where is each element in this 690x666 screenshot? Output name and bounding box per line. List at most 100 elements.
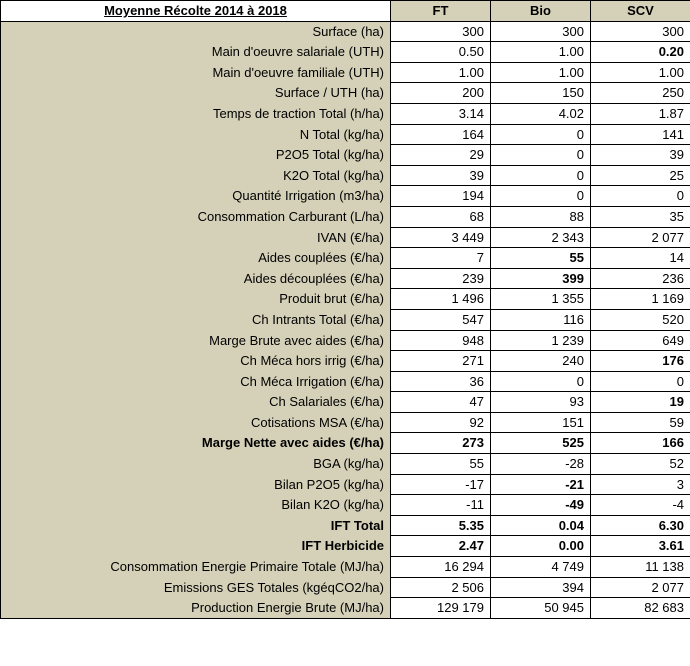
row-label: Ch Méca Irrigation (€/ha) bbox=[1, 371, 391, 392]
row-label: Marge Nette avec aides (€/ha) bbox=[1, 433, 391, 454]
cell-value: 6.30 bbox=[591, 515, 690, 536]
table-row: Surface / UTH (ha)200150250 bbox=[1, 83, 690, 104]
table-row: P2O5 Total (kg/ha)29039 bbox=[1, 145, 690, 166]
table-row: IFT Herbicide2.470.003.61 bbox=[1, 536, 690, 557]
cell-value: 166 bbox=[591, 433, 690, 454]
cell-value: 2 077 bbox=[591, 227, 690, 248]
cell-value: 0 bbox=[591, 371, 690, 392]
cell-value: 3 449 bbox=[391, 227, 491, 248]
cell-value: 2 077 bbox=[591, 577, 690, 598]
table-row: Emissions GES Totales (kgéqCO2/ha)2 5063… bbox=[1, 577, 690, 598]
cell-value: 3.61 bbox=[591, 536, 690, 557]
cell-value: 151 bbox=[491, 412, 591, 433]
row-label: IFT Total bbox=[1, 515, 391, 536]
cell-value: 1.87 bbox=[591, 103, 690, 124]
table-row: Production Energie Brute (MJ/ha)129 1795… bbox=[1, 598, 690, 619]
cell-value: 0 bbox=[591, 186, 690, 207]
cell-value: 399 bbox=[491, 268, 591, 289]
cell-value: 649 bbox=[591, 330, 690, 351]
row-label: Production Energie Brute (MJ/ha) bbox=[1, 598, 391, 619]
cell-value: 0 bbox=[491, 145, 591, 166]
table-row: Ch Méca hors irrig (€/ha)271240176 bbox=[1, 351, 690, 372]
row-label: Ch Salariales (€/ha) bbox=[1, 392, 391, 413]
row-label: K2O Total (kg/ha) bbox=[1, 165, 391, 186]
cell-value: 0 bbox=[491, 165, 591, 186]
table-row: Aides découplées (€/ha)239399236 bbox=[1, 268, 690, 289]
table-row: N Total (kg/ha)1640141 bbox=[1, 124, 690, 145]
table-row: K2O Total (kg/ha)39025 bbox=[1, 165, 690, 186]
table-row: Main d'oeuvre familiale (UTH)1.001.001.0… bbox=[1, 62, 690, 83]
table-row: Surface (ha)300300300 bbox=[1, 21, 690, 42]
header-row: Moyenne Récolte 2014 à 2018 FT Bio SCV bbox=[1, 1, 690, 22]
cell-value: 0 bbox=[491, 186, 591, 207]
table-row: Marge Brute avec aides (€/ha)9481 239649 bbox=[1, 330, 690, 351]
cell-value: 2.47 bbox=[391, 536, 491, 557]
cell-value: 39 bbox=[391, 165, 491, 186]
cell-value: 29 bbox=[391, 145, 491, 166]
cell-value: 0.20 bbox=[591, 42, 690, 63]
cell-value: 93 bbox=[491, 392, 591, 413]
cell-value: 19 bbox=[591, 392, 690, 413]
row-label: Bilan P2O5 (kg/ha) bbox=[1, 474, 391, 495]
cell-value: 236 bbox=[591, 268, 690, 289]
row-label: BGA (kg/ha) bbox=[1, 454, 391, 475]
cell-value: 36 bbox=[391, 371, 491, 392]
cell-value: 68 bbox=[391, 206, 491, 227]
cell-value: 1.00 bbox=[491, 62, 591, 83]
cell-value: 250 bbox=[591, 83, 690, 104]
cell-value: 82 683 bbox=[591, 598, 690, 619]
cell-value: 141 bbox=[591, 124, 690, 145]
cell-value: 39 bbox=[591, 145, 690, 166]
cell-value: 271 bbox=[391, 351, 491, 372]
row-label: Ch Méca hors irrig (€/ha) bbox=[1, 351, 391, 372]
cell-value: 50 945 bbox=[491, 598, 591, 619]
row-label: Emissions GES Totales (kgéqCO2/ha) bbox=[1, 577, 391, 598]
table-row: Marge Nette avec aides (€/ha)273525166 bbox=[1, 433, 690, 454]
cell-value: 59 bbox=[591, 412, 690, 433]
cell-value: 300 bbox=[591, 21, 690, 42]
cell-value: 92 bbox=[391, 412, 491, 433]
table-row: IFT Total5.350.046.30 bbox=[1, 515, 690, 536]
cell-value: 520 bbox=[591, 309, 690, 330]
table-row: Main d'oeuvre salariale (UTH)0.501.000.2… bbox=[1, 42, 690, 63]
cell-value: 0 bbox=[491, 124, 591, 145]
row-label: Surface (ha) bbox=[1, 21, 391, 42]
table-row: Consommation Carburant (L/ha)688835 bbox=[1, 206, 690, 227]
cell-value: 194 bbox=[391, 186, 491, 207]
cell-value: 35 bbox=[591, 206, 690, 227]
cell-value: 52 bbox=[591, 454, 690, 475]
cell-value: 300 bbox=[491, 21, 591, 42]
cell-value: 164 bbox=[391, 124, 491, 145]
row-label: P2O5 Total (kg/ha) bbox=[1, 145, 391, 166]
row-label: Consommation Energie Primaire Totale (MJ… bbox=[1, 557, 391, 578]
cell-value: 16 294 bbox=[391, 557, 491, 578]
table-row: Temps de traction Total (h/ha)3.144.021.… bbox=[1, 103, 690, 124]
table-row: Ch Méca Irrigation (€/ha)3600 bbox=[1, 371, 690, 392]
row-label: Marge Brute avec aides (€/ha) bbox=[1, 330, 391, 351]
cell-value: -4 bbox=[591, 495, 690, 516]
cell-value: 0.00 bbox=[491, 536, 591, 557]
cell-value: 239 bbox=[391, 268, 491, 289]
row-label: IFT Herbicide bbox=[1, 536, 391, 557]
cell-value: 1.00 bbox=[391, 62, 491, 83]
row-label: N Total (kg/ha) bbox=[1, 124, 391, 145]
cell-value: 240 bbox=[491, 351, 591, 372]
harvest-table-wrap: Moyenne Récolte 2014 à 2018 FT Bio SCV S… bbox=[0, 0, 690, 619]
col-header-bio: Bio bbox=[491, 1, 591, 22]
cell-value: 7 bbox=[391, 248, 491, 269]
table-row: Consommation Energie Primaire Totale (MJ… bbox=[1, 557, 690, 578]
table-row: Produit brut (€/ha)1 4961 3551 169 bbox=[1, 289, 690, 310]
cell-value: 1 496 bbox=[391, 289, 491, 310]
cell-value: -49 bbox=[491, 495, 591, 516]
row-label: Bilan K2O (kg/ha) bbox=[1, 495, 391, 516]
table-row: Quantité Irrigation (m3/ha)19400 bbox=[1, 186, 690, 207]
row-label: Aides découplées (€/ha) bbox=[1, 268, 391, 289]
cell-value: 547 bbox=[391, 309, 491, 330]
cell-value: 0 bbox=[491, 371, 591, 392]
cell-value: 2 506 bbox=[391, 577, 491, 598]
cell-value: 300 bbox=[391, 21, 491, 42]
cell-value: 525 bbox=[491, 433, 591, 454]
cell-value: 3.14 bbox=[391, 103, 491, 124]
cell-value: 394 bbox=[491, 577, 591, 598]
cell-value: 948 bbox=[391, 330, 491, 351]
